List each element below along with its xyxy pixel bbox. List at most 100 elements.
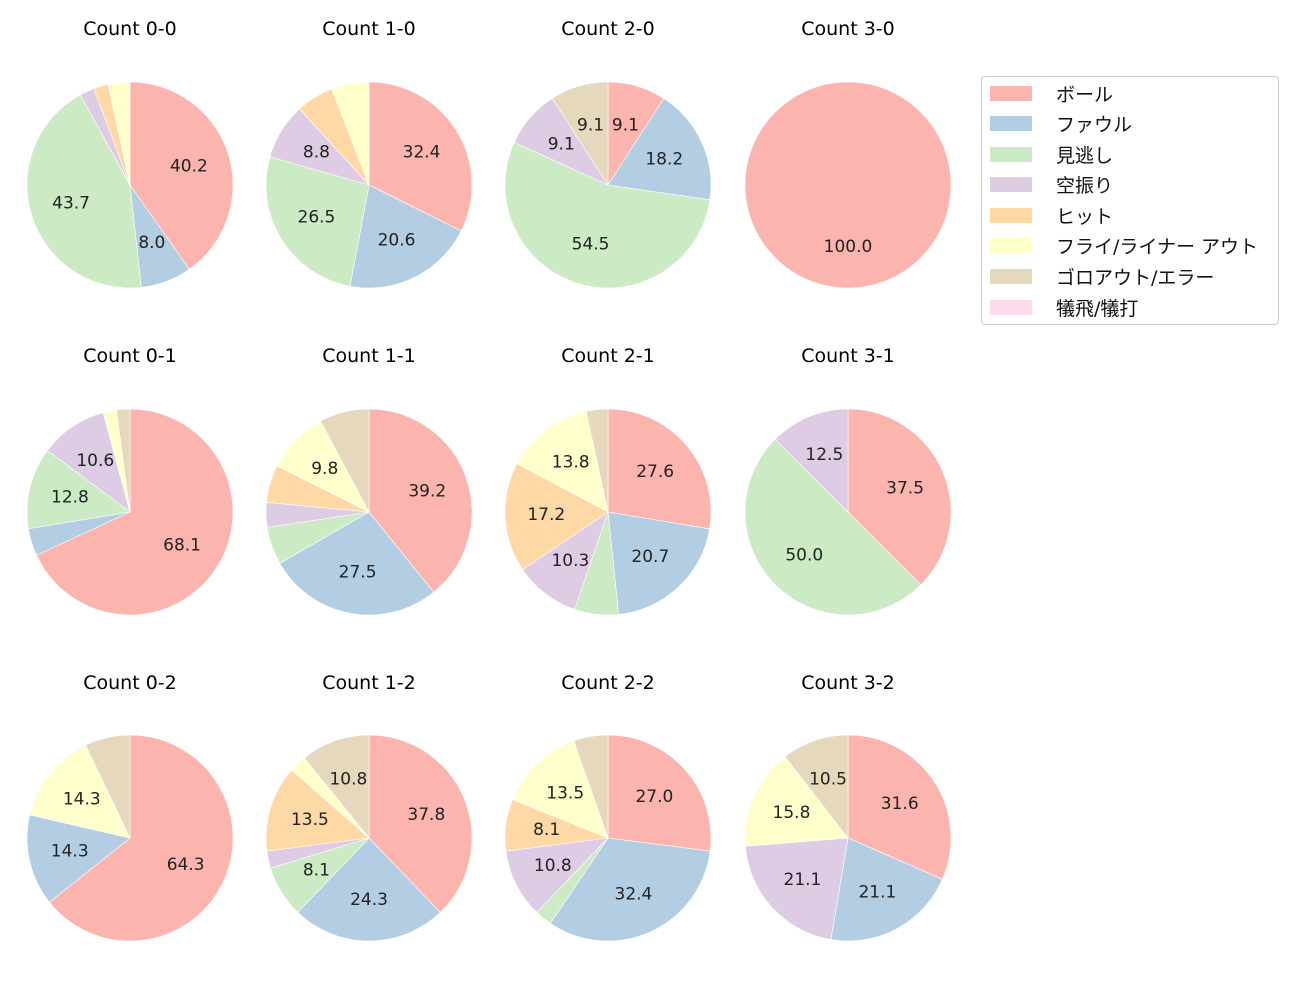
legend-label: 見逃し: [1056, 144, 1114, 167]
pie-count-1-2: Count 1-2 37.8 24.3 8.1 13.510.8: [265, 672, 473, 942]
pie-count-3-2: Count 3-2 31.6 21.1 21.1 15.8 10.5: [744, 672, 952, 942]
slice-percent-label: 9.1: [612, 116, 639, 136]
pie-slice: [331, 81, 370, 186]
legend-item-ball: ボール: [990, 82, 1114, 106]
slice-percent-label: 20.6: [378, 230, 416, 250]
slice-percent-label: 9.8: [311, 459, 338, 479]
pie-slice: [830, 837, 943, 942]
legend-label: ゴロアウト/エラー: [1056, 266, 1215, 289]
slice-percent-label: 31.6: [881, 794, 919, 814]
pie-slice: [116, 408, 131, 513]
legend-swatch: [990, 115, 1032, 131]
pie-slice: [349, 184, 462, 289]
slice-percent-label: 21.1: [784, 870, 822, 890]
pie-count-1-0: Count 1-0 32.4 20.6 26.5 8.8: [265, 18, 473, 289]
pie-title: Count 3-2: [801, 672, 895, 694]
slice-percent-label: 14.3: [51, 842, 89, 862]
pie-slice: [48, 734, 234, 942]
pie-slice: [265, 156, 370, 287]
pie-slice: [303, 734, 370, 839]
pie-title: Count 3-1: [801, 345, 895, 367]
slice-percent-label: 13.5: [291, 810, 329, 830]
slice-percent-label: 40.2: [170, 156, 208, 176]
slice-percent-label: 26.5: [298, 208, 336, 228]
slice-percent-label: 24.3: [350, 890, 388, 910]
pie-slice: [744, 438, 922, 616]
slice-percent-label: 12.5: [805, 445, 843, 465]
legend-swatch: [990, 85, 1032, 101]
pie-slice: [26, 814, 131, 903]
slice-percent-label: 37.5: [886, 478, 924, 498]
legend-label: ヒット: [1056, 205, 1114, 228]
pie-slice: [504, 463, 609, 570]
pie-slice: [265, 769, 370, 852]
pie-title: Count 2-0: [561, 18, 655, 40]
pie-count-0-1: Count 0-1 68.1 12.8 10.6: [26, 345, 234, 616]
slice-percent-label: 10.3: [551, 551, 589, 571]
pie-slice: [297, 837, 441, 942]
pie-slice: [607, 97, 712, 201]
legend-label: ファウル: [1056, 113, 1133, 136]
pie-count-0-2: Count 0-2 64.3 14.3 14.3: [26, 672, 234, 942]
pie-slice: [516, 410, 609, 513]
pie-count-0-0: Count 0-0 40.2 8.0 43.7: [26, 18, 234, 289]
pie-slice: [847, 408, 952, 586]
pie-slice: [745, 837, 849, 940]
legend: ボール ファウル 見逃し 空振り ヒット フライ/ライナー アウト ゴロアウト/…: [981, 76, 1279, 325]
slice-percent-label: 27.5: [339, 563, 377, 583]
pie-slice: [504, 141, 711, 289]
slice-percent-label: 32.4: [403, 142, 441, 162]
pie-slice: [47, 412, 131, 513]
pie-title: Count 1-0: [322, 18, 416, 40]
slice-percent-label: 43.7: [52, 194, 90, 214]
pie-title: Count 0-1: [83, 345, 177, 367]
pie-slice: [847, 734, 952, 880]
slice-percent-label: 14.3: [63, 789, 101, 809]
pie-slice: [368, 81, 473, 232]
slice-percent-label: 8.1: [533, 820, 560, 840]
legend-label: 犠飛/犠打: [1056, 297, 1139, 320]
slice-percent-label: 20.7: [631, 547, 669, 567]
slice-percent-label: 27.6: [636, 462, 674, 482]
slice-percent-label: 10.8: [534, 856, 572, 876]
slice-percent-label: 54.5: [572, 234, 610, 254]
slice-percent-label: 32.4: [615, 884, 653, 904]
pie-slice: [320, 408, 370, 513]
pie-title: Count 1-1: [322, 345, 416, 367]
slice-percent-label: 64.3: [167, 855, 205, 875]
pie-slice: [607, 511, 710, 615]
pie-slice: [129, 81, 234, 270]
pie-count-2-2: Count 2-2 27.0 32.4 10.8 8.1 13.5: [504, 672, 712, 942]
pie-slice: [549, 837, 711, 942]
pie-title: Count 2-1: [561, 345, 655, 367]
slice-percent-label: 21.1: [858, 882, 896, 902]
slice-percent-label: 100.0: [824, 237, 873, 257]
slice-percent-label: 9.1: [577, 116, 604, 136]
pie-slice: [26, 94, 142, 289]
pie-count-2-1: Count 2-1 27.6 20.7 10.3 17.2 13.8: [504, 345, 712, 616]
pie-slice: [505, 837, 609, 913]
legend-item-foul: ファウル: [990, 112, 1133, 136]
slice-percent-label: 12.8: [51, 487, 89, 507]
pie-slice: [744, 81, 952, 289]
slice-percent-label: 8.0: [138, 233, 165, 253]
legend-swatch: [990, 268, 1032, 284]
legend-label: ボール: [1056, 83, 1114, 106]
slice-percent-label: 13.5: [546, 783, 584, 803]
legend-swatch: [990, 207, 1032, 223]
pie-slice: [107, 81, 131, 186]
legend-swatch: [990, 237, 1032, 253]
pie-slice: [368, 734, 473, 913]
pie-title: Count 2-2: [561, 672, 655, 694]
pie-title: Count 0-0: [83, 18, 177, 40]
slice-percent-label: 8.1: [303, 860, 330, 880]
pie-title: Count 0-2: [83, 672, 177, 694]
pie-slice: [784, 734, 849, 839]
slice-percent-label: 8.8: [303, 142, 330, 162]
pie-count-2-0: Count 2-09.118.254.59.19.1: [504, 18, 712, 289]
slice-percent-label: 18.2: [645, 149, 683, 169]
pie-slice: [279, 511, 435, 616]
slice-percent-label: 39.2: [408, 481, 446, 501]
slice-percent-label: 10.8: [329, 770, 367, 790]
legend-item-hit: ヒット: [990, 204, 1114, 228]
